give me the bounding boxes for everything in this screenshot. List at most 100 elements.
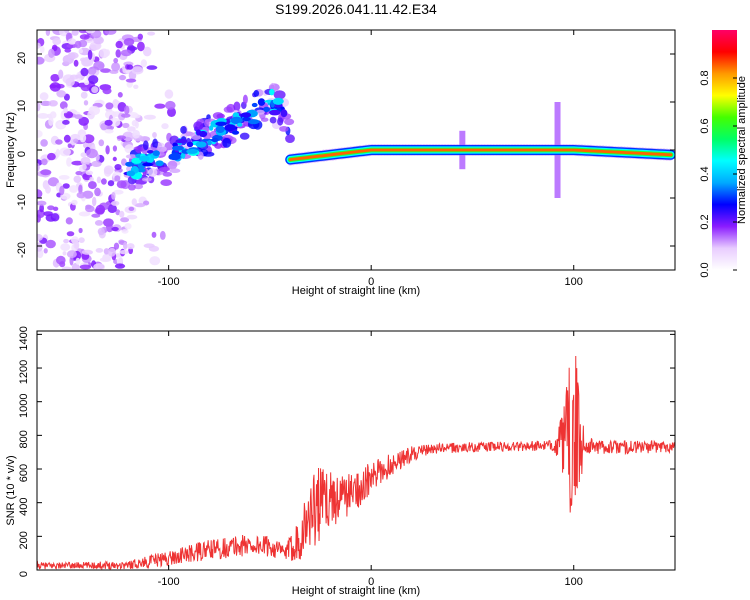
noise-blob bbox=[151, 231, 157, 238]
noise-blob bbox=[146, 65, 158, 70]
noise-blob bbox=[67, 38, 77, 45]
noise-blob bbox=[60, 243, 71, 251]
noise-blob bbox=[62, 183, 70, 189]
noise-blob bbox=[79, 133, 87, 143]
noise-blob bbox=[92, 196, 97, 207]
chirp-blob bbox=[199, 130, 208, 138]
tone-band bbox=[288, 148, 673, 162]
noise-blob bbox=[81, 249, 93, 255]
noise-blob bbox=[73, 175, 82, 183]
noise-blob bbox=[107, 180, 115, 187]
noise-blob bbox=[114, 263, 126, 269]
chirp-blob bbox=[263, 106, 270, 112]
y-axis-label: Frequency (Hz) bbox=[5, 112, 17, 188]
noise-blob bbox=[91, 86, 99, 94]
colorbar-tick-label: 0.0 bbox=[699, 262, 711, 277]
noise-blob bbox=[120, 113, 131, 118]
noise-blob bbox=[55, 139, 63, 145]
noise-blob bbox=[37, 233, 43, 242]
noise-blob bbox=[131, 120, 138, 127]
noise-blob bbox=[143, 114, 156, 120]
noise-blob bbox=[69, 185, 79, 193]
noise-blob bbox=[104, 129, 114, 134]
chirp-blob bbox=[139, 155, 150, 162]
chirp-halo bbox=[253, 90, 260, 97]
noise-blob bbox=[160, 179, 172, 187]
noise-blob bbox=[125, 78, 137, 83]
noise-blob bbox=[63, 238, 69, 244]
x-axis-label: Height of straight line (km) bbox=[292, 285, 420, 297]
snr-frame bbox=[36, 330, 676, 571]
snr-panel: -100 0 1000200400600800100012001400Height … bbox=[5, 326, 676, 597]
noise-blob bbox=[164, 89, 174, 99]
noise-blob bbox=[48, 116, 54, 126]
noise-blob bbox=[119, 210, 125, 218]
chirp-blob bbox=[186, 141, 194, 148]
noise-blob bbox=[113, 189, 124, 195]
chirp-blob bbox=[242, 117, 251, 122]
noise-blob bbox=[93, 263, 105, 270]
noise-blob bbox=[127, 184, 136, 191]
y-tick-label: 400 bbox=[18, 497, 30, 515]
chirp-blob bbox=[230, 116, 243, 125]
noise-blob bbox=[100, 68, 112, 73]
chirp-halo bbox=[226, 103, 236, 113]
noise-blob bbox=[103, 165, 114, 175]
noise-blob bbox=[65, 77, 75, 87]
noise-blob bbox=[66, 250, 77, 258]
chirp-halo bbox=[279, 125, 289, 132]
y-tick-label: 10 bbox=[16, 100, 28, 112]
chirp-halo bbox=[158, 167, 171, 172]
noise-blob bbox=[137, 33, 143, 40]
y-tick-label: 1400 bbox=[18, 326, 30, 350]
noise-blob bbox=[137, 41, 145, 52]
noise-blob bbox=[37, 56, 45, 65]
noise-blob bbox=[78, 227, 83, 234]
chirp-blob bbox=[186, 149, 198, 154]
noise-blob bbox=[113, 57, 119, 64]
noise-blob bbox=[131, 198, 137, 206]
chirp-blob bbox=[207, 140, 212, 146]
noise-blob bbox=[43, 211, 53, 217]
noise-blob bbox=[114, 164, 122, 170]
chirp-blob bbox=[137, 167, 146, 173]
noise-blob bbox=[40, 100, 52, 106]
chirp-halo bbox=[255, 109, 265, 115]
noise-blob bbox=[96, 176, 102, 184]
colorbar-gradient bbox=[712, 30, 737, 270]
noise-blob bbox=[161, 123, 169, 130]
noise-blob bbox=[63, 107, 68, 114]
chirp-blob bbox=[215, 121, 228, 127]
noise-blob bbox=[48, 100, 58, 107]
colorbar-tick-label: 0.2 bbox=[699, 214, 711, 229]
noise-blob bbox=[94, 220, 104, 226]
chirp-blob bbox=[237, 122, 243, 127]
chirp-blob bbox=[172, 145, 184, 151]
noise-blob bbox=[98, 139, 105, 147]
noise-blob bbox=[85, 170, 94, 176]
noise-blob bbox=[84, 79, 90, 86]
noise-blob bbox=[128, 206, 135, 211]
noise-blob bbox=[78, 211, 91, 217]
noise-blob bbox=[81, 164, 87, 170]
chirp-blob bbox=[126, 170, 136, 177]
noise-blob bbox=[95, 204, 106, 215]
y-tick-label: 0 bbox=[18, 571, 30, 577]
noise-blob bbox=[87, 49, 93, 60]
noise-blob bbox=[167, 107, 176, 117]
noise-blob bbox=[37, 113, 49, 119]
noise-blob bbox=[132, 129, 141, 139]
chirp-halo bbox=[233, 101, 241, 112]
noise-blob bbox=[120, 217, 130, 223]
chirp-blob bbox=[248, 119, 260, 125]
noise-blob bbox=[80, 82, 92, 92]
chirp-blob bbox=[231, 130, 240, 135]
noise-blob bbox=[88, 105, 100, 116]
y-tick-label: -20 bbox=[16, 242, 28, 258]
noise-blob bbox=[45, 239, 56, 249]
x-tick-label: 0 bbox=[368, 576, 374, 588]
noise-blob bbox=[126, 214, 138, 220]
chirp-halo bbox=[156, 145, 167, 153]
noise-blob bbox=[80, 156, 91, 166]
